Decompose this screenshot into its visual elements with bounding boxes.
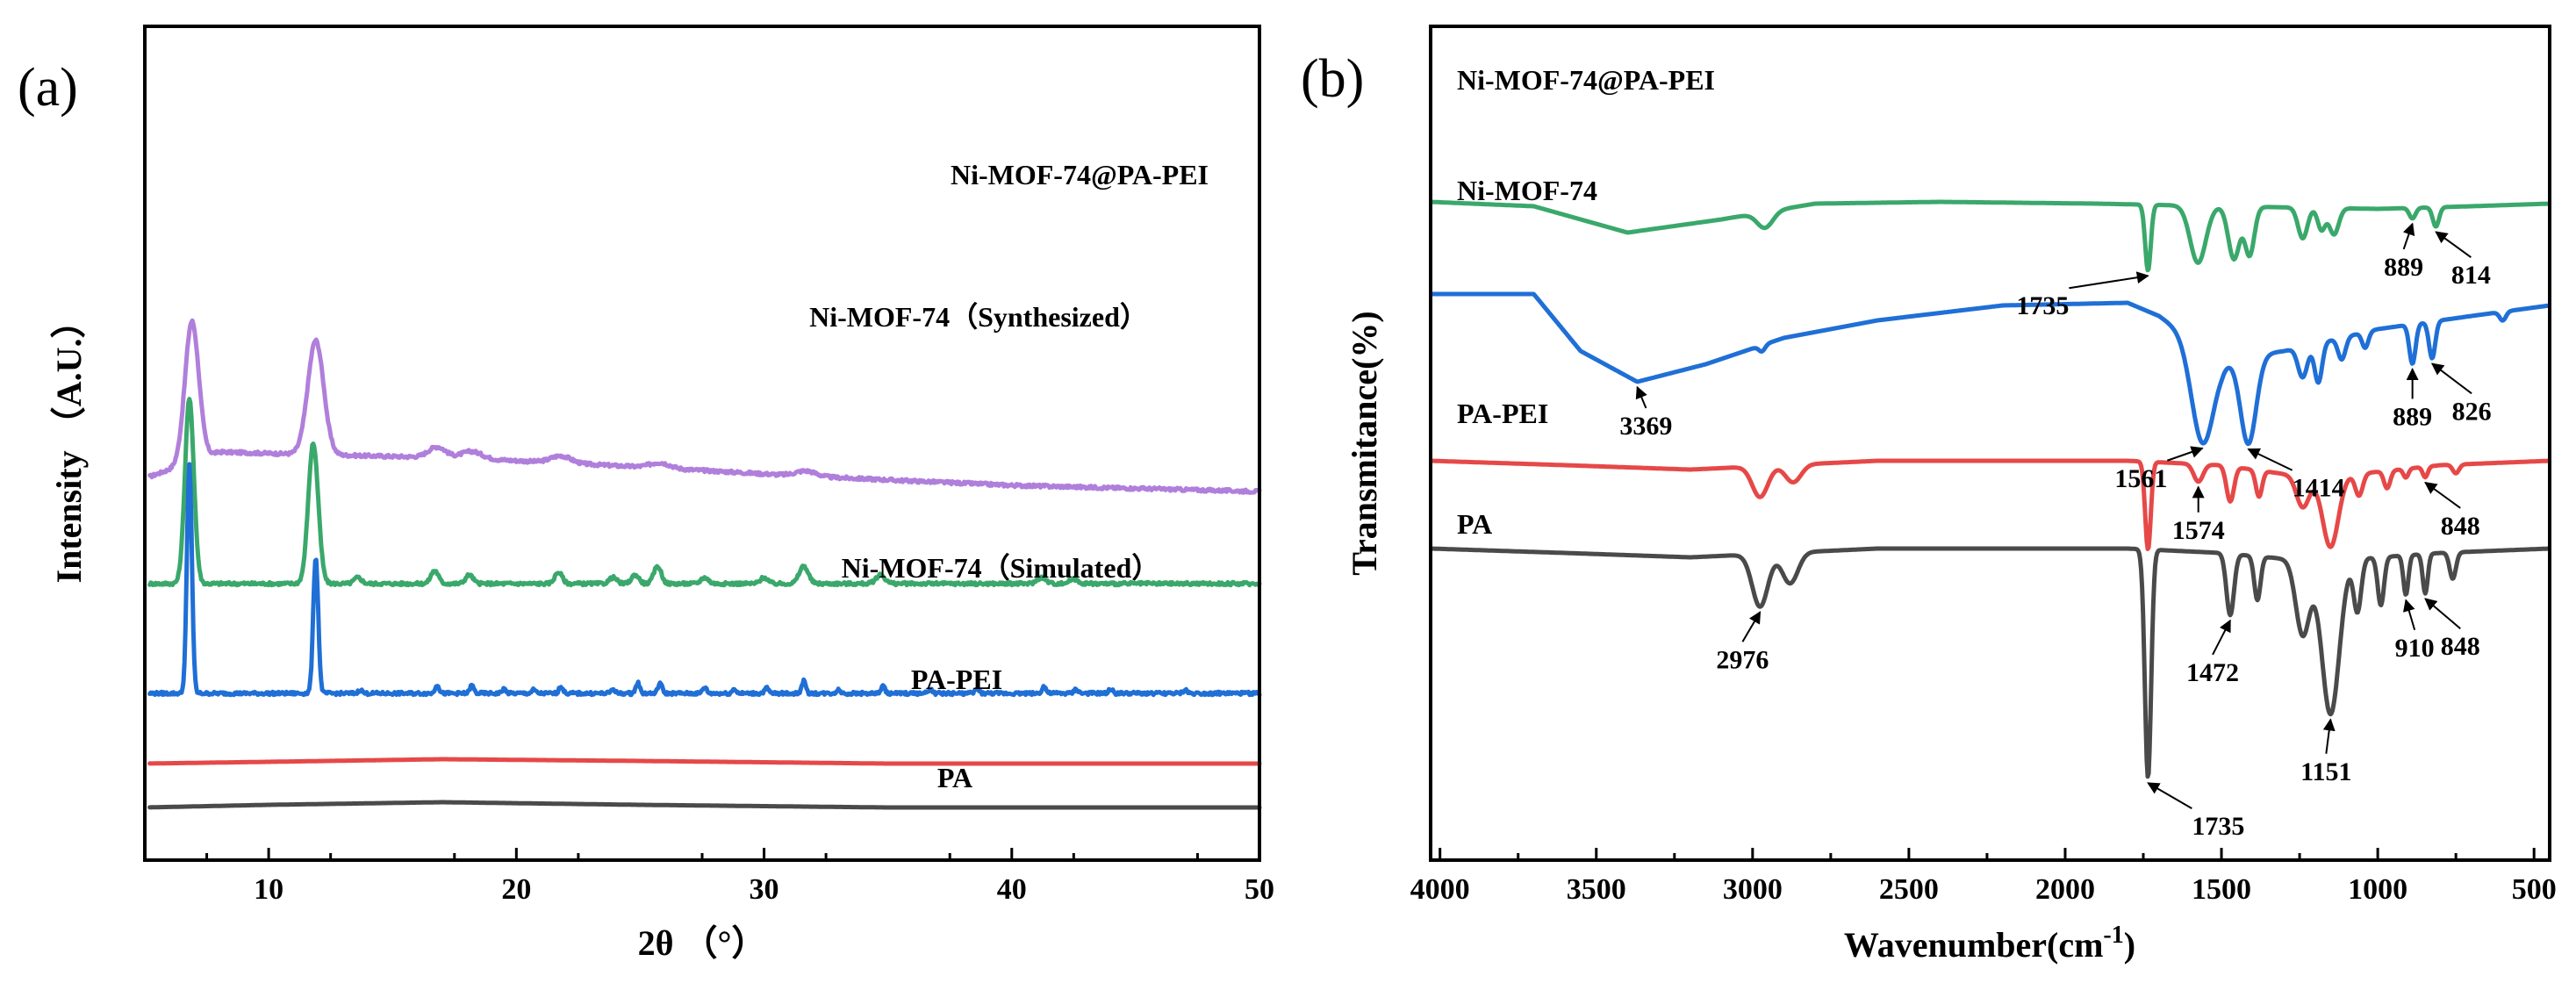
ftir-label-ni-mof-74-pa-pei: Ni-MOF-74@PA-PEI	[1457, 64, 1715, 96]
x-tick-label-a-20: 20	[501, 873, 531, 906]
peak-arrow-1472	[2212, 619, 2231, 656]
peak-arrow-848	[2424, 481, 2461, 509]
xrd-series-ni-mof-74-pa-pei	[147, 318, 1262, 495]
ftir-label-ni-mof-74: Ni-MOF-74	[1457, 175, 1597, 206]
xrd-series-pa	[147, 800, 1262, 810]
peak-label-848: 848	[2441, 512, 2480, 541]
xrd-series-ni-mof-74-simulated	[147, 462, 1262, 698]
peak-label-910: 910	[2395, 634, 2435, 663]
peak-label-1561: 1561	[2114, 464, 2167, 493]
peak-label-889: 889	[2393, 402, 2432, 431]
peak-arrow-848	[2424, 598, 2461, 629]
xrd-label-ni-mof-74-simulated: Ni-MOF-74（Simulated）	[842, 552, 1160, 584]
peak-arrow-1735	[2147, 782, 2192, 809]
peak-label-848: 848	[2441, 632, 2480, 661]
x-tick-label-a-10: 10	[254, 873, 283, 906]
panel-b-x-axis-title-sup: -1	[2103, 922, 2123, 949]
panel-b-x-axis-title-suffix: )	[2124, 925, 2135, 965]
ftir-label-pa: PA	[1457, 508, 1492, 540]
ftir-series-ni-mof-74-pa-pei	[1430, 199, 2551, 273]
peak-label-1414: 1414	[2293, 474, 2345, 503]
peak-arrow-910	[2403, 599, 2416, 631]
ftir-series-ni-mof-74	[1430, 291, 2551, 447]
peak-label-1472: 1472	[2186, 658, 2239, 687]
panel-b-y-axis-title: Transmitance(%)	[1345, 311, 1384, 575]
peak-arrow-1414	[2247, 448, 2293, 471]
x-tick-label-b-500: 500	[2512, 873, 2557, 906]
x-tick-label-b-2000: 2000	[2035, 873, 2095, 906]
peak-label-1735: 1735	[2192, 812, 2244, 841]
x-tick-label-a-50: 50	[1245, 873, 1274, 906]
panel-a-x-axis-title: 2θ （°）	[638, 923, 767, 963]
x-tick-label-b-1500: 1500	[2192, 873, 2251, 906]
peak-arrow-2976	[1741, 611, 1762, 642]
peak-arrow-826	[2430, 362, 2472, 395]
xrd-series-ni-mof-74-synthesized	[147, 397, 1262, 588]
ftir-series-pa-pei	[1430, 458, 2551, 551]
x-tick-label-a-40: 40	[997, 873, 1027, 906]
peak-label-3369: 3369	[1619, 412, 1672, 441]
peak-arrow-1151	[2322, 718, 2336, 754]
panel-a-y-axis-title: Intensity （A.U.）	[49, 304, 89, 584]
peak-label-889: 889	[2384, 253, 2423, 282]
x-tick-label-b-2500: 2500	[1879, 873, 1939, 906]
xrd-label-ni-mof-74-pa-pei: Ni-MOF-74@PA-PEI	[951, 159, 1209, 190]
xrd-series-pa-pei	[147, 757, 1262, 766]
peak-label-1735: 1735	[2016, 291, 2069, 320]
panel-b-axes-frame	[1429, 25, 2551, 862]
peak-arrow-814	[2435, 231, 2472, 258]
xrd-label-pa-pei: PA-PEI	[911, 664, 1002, 695]
xrd-label-pa: PA	[937, 762, 972, 793]
xrd-label-ni-mof-74-synthesized: Ni-MOF-74（Synthesized）	[809, 301, 1148, 333]
peak-label-814: 814	[2451, 261, 2491, 290]
peak-label-2976: 2976	[1716, 645, 1769, 674]
x-tick-label-b-3000: 3000	[1723, 873, 1783, 906]
peak-label-1151: 1151	[2300, 757, 2351, 786]
panel-b-ftir: (b) Ni-MOF-74@PA-PEI Ni-MOF-74 PA-PEI PA 81…	[1301, 25, 2557, 965]
peak-arrow-3369	[1635, 385, 1647, 409]
panel-a-label: (a)	[18, 58, 78, 118]
panel-a-xrd: (a) Ni-MOF-74@PA-PEI Ni-MOF-74（Synthesize…	[18, 25, 1274, 963]
ftir-label-pa-pei: PA-PEI	[1457, 398, 1548, 429]
peak-arrow-1561	[2166, 446, 2204, 462]
panel-b-x-axis-title-main: Wavenumber(cm	[1844, 925, 2104, 965]
peak-label-1574: 1574	[2172, 516, 2225, 545]
peak-label-826: 826	[2452, 397, 2492, 426]
x-tick-label-a-30: 30	[750, 873, 779, 906]
peak-arrow-889	[2402, 222, 2415, 250]
peak-arrow-1735	[2069, 271, 2149, 290]
ftir-series-pa	[1430, 546, 2551, 779]
x-tick-label-b-3500: 3500	[1567, 873, 1626, 906]
x-tick-label-b-4000: 4000	[1410, 873, 1470, 906]
x-tick-label-b-1000: 1000	[2348, 873, 2407, 906]
panel-b-x-axis-title: Wavenumber(cm-1)	[1844, 922, 2135, 965]
panel-b-label: (b)	[1301, 49, 1364, 109]
